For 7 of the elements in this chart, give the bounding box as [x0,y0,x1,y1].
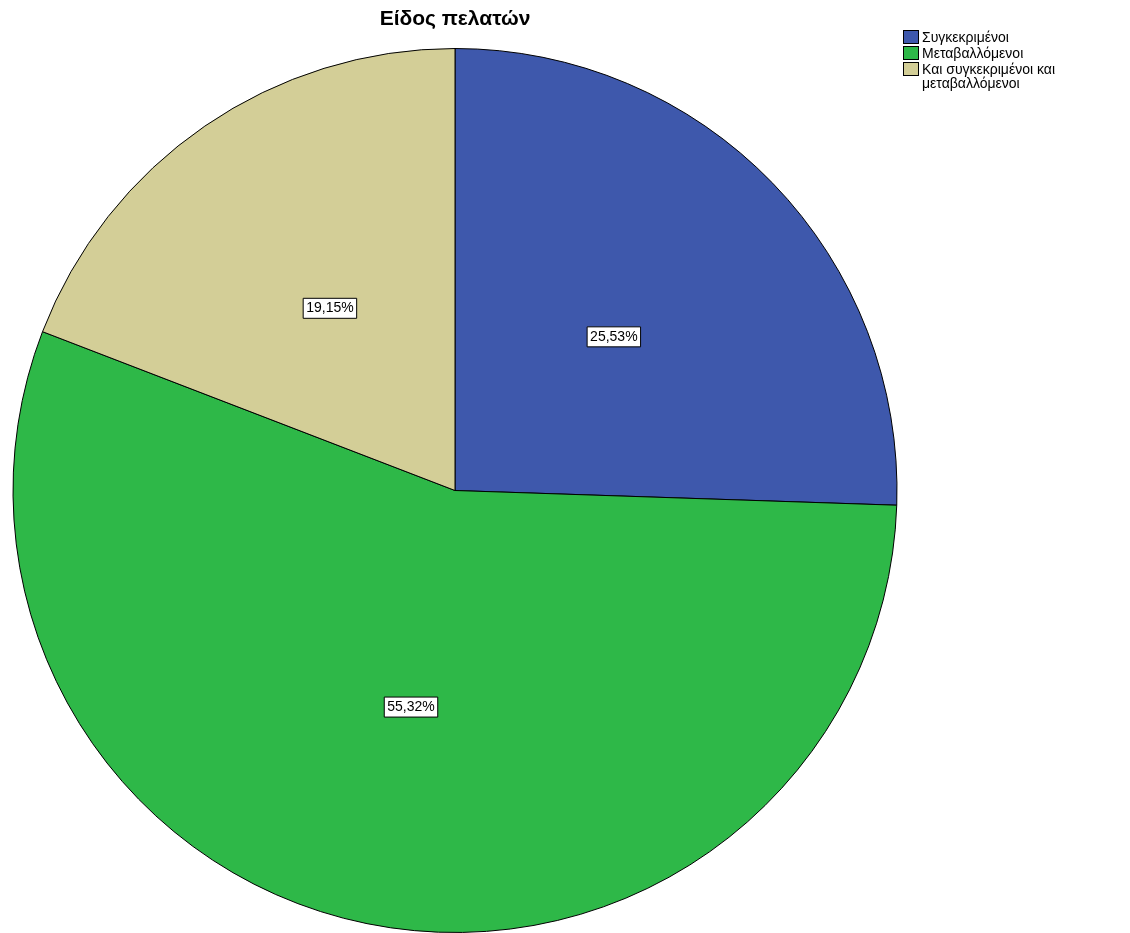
chart-title: Είδος πελατών [378,6,532,30]
legend-label: Συγκεκριμένοι [922,29,1009,45]
data-label: 55,32% [387,697,435,714]
legend-label: Και συγκεκριμένοι και μεταβαλλόμενοι [922,61,1056,91]
legend-label: Μεταβαλλόμενοι [922,45,1024,61]
data-label: 25,53% [590,327,638,344]
data-label: 19,15% [306,299,354,316]
